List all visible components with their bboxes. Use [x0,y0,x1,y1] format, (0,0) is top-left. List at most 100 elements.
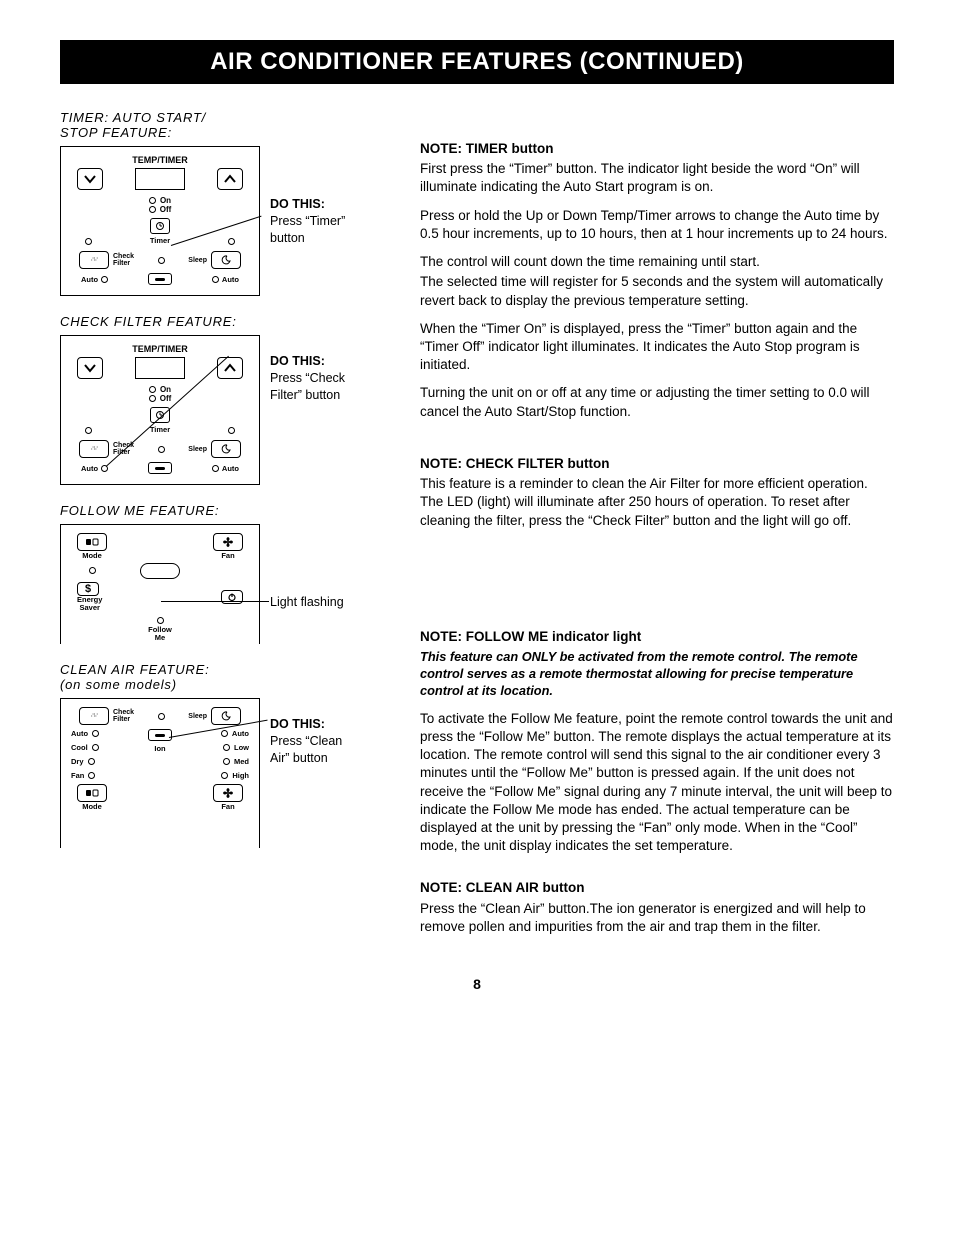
fm-note-head: NOTE: FOLLOW ME indicator light [420,628,894,646]
fm-note-p1: To activate the Follow Me feature, point… [420,710,894,856]
energy-saver-label: Energy Saver [77,596,102,611]
ca-dry-led [88,758,95,765]
off-label: Off [160,205,172,214]
timer-panel: TEMP/TIMER On Off [60,146,260,296]
fm-pointer-line [161,601,269,602]
follow-me-heading: FOLLOW ME FEATURE: [60,503,390,518]
ca-heading-l2: (on some models) [60,677,177,692]
auto-right-led [212,276,219,283]
timer-note-head: NOTE: TIMER button [420,140,894,158]
cf-timer-label: Timer [150,425,170,434]
clean-air-heading: CLEAN AIR FEATURE: (on some models) [60,662,390,692]
check-filter-callout: DO THIS: Press “Check Filter” button [270,353,345,404]
page-title-bar: AIR CONDITIONER FEATURES (CONTINUED) [60,40,894,84]
on-label: On [160,196,171,205]
cf-callout-l2: Filter” button [270,388,340,402]
cf-display-screen [135,357,185,379]
cf-temp-timer-label: TEMP/TIMER [71,344,249,354]
ca-sleep-button[interactable] [211,707,241,725]
ca-low-l: Low [234,743,249,752]
down-arrow-button[interactable] [77,168,103,190]
check-filter-label: Check Filter [113,253,134,267]
cf-on-label: On [160,385,171,394]
mid-led-left [85,238,92,245]
auto-left-label: Auto [81,275,98,284]
clean-air-panel: ∴∵ Check Filter Sleep [60,698,260,848]
ca-auto-led [92,730,99,737]
ca-med-led [223,758,230,765]
mid-led-right [228,238,235,245]
timer-callout-bold: DO THIS: [270,197,325,211]
ca-check-filter-button[interactable]: ∴∵ [79,707,109,725]
ca-ion-button[interactable] [148,729,172,741]
cf-up-arrow-button[interactable] [217,357,243,379]
fm-led-left [89,567,96,574]
ca-fan-button[interactable] [213,784,243,802]
cf-callout-l1: Press “Check [270,371,345,385]
ca-med-l: Med [234,757,249,766]
ca-cool-l: Cool [71,743,88,752]
cf-callout-bold: DO THIS: [270,354,325,368]
ca-auto-l: Auto [71,729,88,738]
fm-note-ital: This feature can ONLY be activated from … [420,648,894,700]
cf-auto-left-label: Auto [81,464,98,473]
auto-right-label: Auto [222,275,239,284]
ca-high-led [221,772,228,779]
ca-dry-l: Dry [71,757,84,766]
timer-callout-l1: Press “Timer” [270,214,345,228]
timer-callout: DO THIS: Press “Timer” button [270,196,345,247]
ca-ion-label: Ion [154,744,165,753]
swing-button[interactable] [148,273,172,285]
cf-down-arrow-button[interactable] [77,357,103,379]
check-filter-button[interactable]: ∴∵ [79,251,109,269]
temp-timer-label: TEMP/TIMER [71,155,249,165]
ca-fan-led [88,772,95,779]
cf-note-head: NOTE: CHECK FILTER button [420,455,894,473]
es-l2: Saver [80,603,100,612]
follow-me-panel: Mode Fan $ [60,524,260,644]
ca-sleep-label: Sleep [188,713,207,720]
ca-check-filter-label: Check Filter [113,709,134,723]
cf-sleep-button[interactable] [211,440,241,458]
ca-cf2: Filter [113,716,130,723]
ca-fan-label: Fan [213,802,243,811]
cf-l2: Filter [113,260,130,267]
timer-note-p5: When the “Timer On” is displayed, press … [420,320,894,375]
mode-button[interactable] [77,533,107,551]
sleep-button[interactable] [211,251,241,269]
ca-fan-l: Fan [71,771,84,780]
ca-cool-led [92,744,99,751]
cf-mid-led-left [85,427,92,434]
timer-label: Timer [150,236,170,245]
timer-note-p3: The control will count down the time rem… [420,253,894,271]
follow-me-label: Follow Me [148,626,172,641]
cf-check-filter-button[interactable]: ∴∵ [79,440,109,458]
follow-me-led [157,617,164,624]
right-column: NOTE: TIMER button First press the “Time… [420,102,894,946]
clean-air-callout: DO THIS: Press “Clean Air” button [270,716,342,767]
timer-callout-l2: button [270,231,305,245]
clean-air-diagram-row: ∴∵ Check Filter Sleep [60,698,390,848]
ca-mode-button[interactable] [77,784,107,802]
timer-feature-heading: TIMER: AUTO START/ STOP FEATURE: [60,110,390,140]
ca-autor-led [221,730,228,737]
cf-auto-right-label: Auto [222,464,239,473]
check-filter-heading: CHECK FILTER FEATURE: [60,314,390,329]
ca-cf1: Check [113,709,134,716]
cf-note-p1: This feature is a reminder to clean the … [420,475,894,530]
fm-callout-text: Light flashing [270,595,344,609]
ca-callout-l2: Air” button [270,751,328,765]
ca-heading-l1: CLEAN AIR FEATURE: [60,662,209,677]
page-number: 8 [60,976,894,992]
ca-high-l: High [232,771,249,780]
auto-left-led [101,276,108,283]
energy-saver-button[interactable]: $ [77,582,99,596]
timer-button[interactable] [150,218,170,234]
up-arrow-button[interactable] [217,168,243,190]
sleep-label: Sleep [188,257,207,264]
cf-swing-button[interactable] [148,462,172,474]
ca-right-leds: Auto Low Med High [221,729,249,780]
mode-label: Mode [77,551,107,560]
fan-button[interactable] [213,533,243,551]
ca-mid-led [158,713,165,720]
